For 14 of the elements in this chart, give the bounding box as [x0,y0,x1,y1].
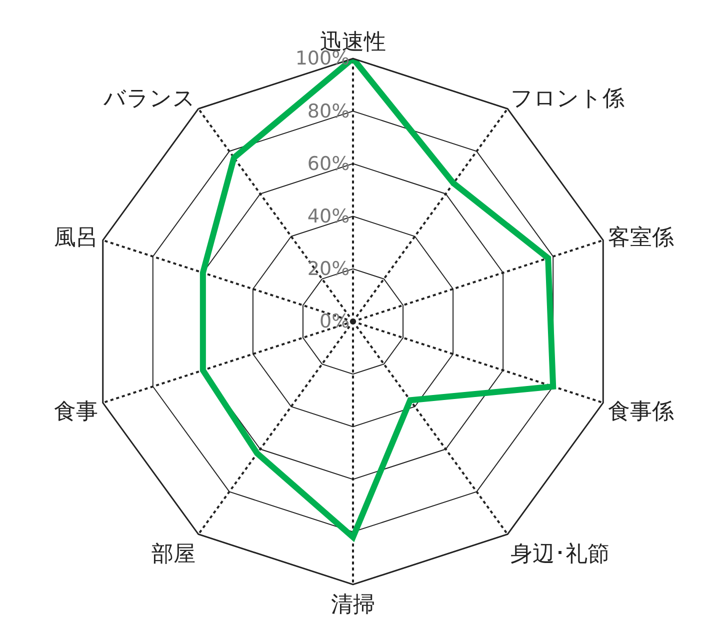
y-tick-label: 60% [307,152,350,175]
spoke-label: 食事係 [608,399,674,424]
y-tick-label: 0% [319,310,350,333]
y-tick-label: 40% [307,205,350,228]
spoke-label: バランス [102,86,196,112]
spoke-label: 食事 [54,399,98,424]
spoke-label: 身辺･礼節 [510,542,610,567]
spoke-label: 客室係 [608,226,674,251]
spoke-label: フロント係 [510,86,625,112]
spoke-label: 風呂 [54,226,98,251]
spoke-label: 清掃 [331,592,375,618]
y-tick-label: 20% [307,258,350,280]
spoke-label: 部屋 [151,542,196,567]
y-tick-label: 80% [307,100,350,122]
